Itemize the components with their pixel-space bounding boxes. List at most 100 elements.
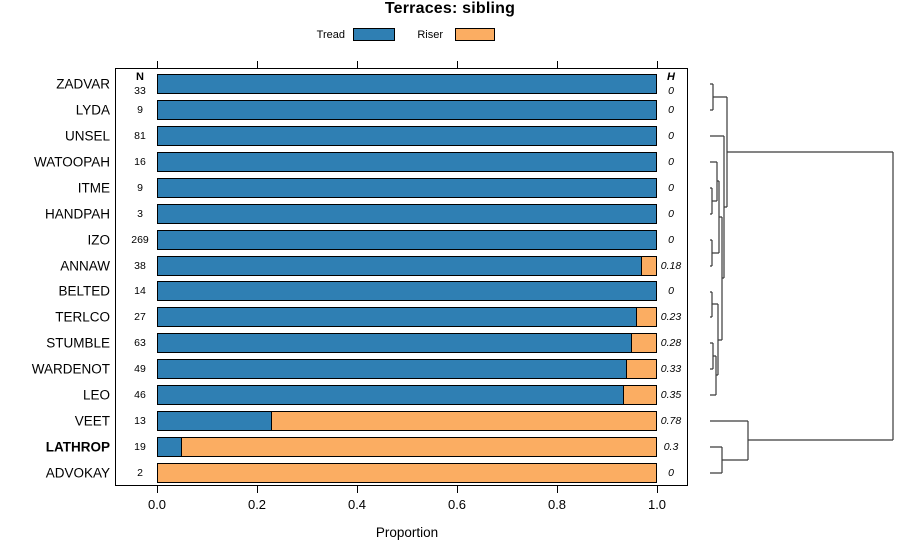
row-n-value: 27 <box>134 311 146 324</box>
row-n-value: 19 <box>134 441 146 454</box>
row-h-value: 0 <box>668 207 674 220</box>
n-column-header: N <box>136 71 144 83</box>
row-n-value: 9 <box>137 181 143 194</box>
row-h-value: 0.23 <box>660 311 682 324</box>
x-axis-tick-bottom <box>157 486 158 493</box>
row-h-value: 0 <box>668 466 674 479</box>
x-axis-tick-top <box>557 61 558 68</box>
row-label: ZADVAR <box>56 76 110 92</box>
row-n-value: 49 <box>134 363 146 376</box>
x-axis-tick-top <box>657 61 658 68</box>
row-n-value: 46 <box>134 389 146 402</box>
row-h-value: 0.28 <box>660 337 682 350</box>
bar-tread-segment <box>157 177 657 198</box>
row-h-value: 0 <box>668 233 674 246</box>
bar-tread-segment <box>157 255 642 276</box>
bar-riser-segment <box>625 359 657 380</box>
bar-riser-segment <box>180 437 657 458</box>
bar-riser-segment <box>640 255 657 276</box>
x-axis-tick-label: 0.0 <box>147 497 167 512</box>
x-axis-tick-label: 0.4 <box>347 497 367 512</box>
x-axis-tick-bottom <box>357 486 358 493</box>
dendrogram-branches <box>710 83 894 474</box>
legend-swatch-tread-icon <box>353 28 395 41</box>
row-h-value: 0 <box>668 155 674 168</box>
row-label: TERLCO <box>55 309 110 325</box>
bar-tread-segment <box>157 151 657 172</box>
plot-panel-border <box>115 68 688 486</box>
row-n-value: 269 <box>131 233 149 246</box>
x-axis-tick-bottom <box>657 486 658 493</box>
row-label: WATOOPAH <box>33 154 110 170</box>
row-h-value: 0.35 <box>660 389 682 402</box>
row-n-value: 14 <box>134 285 146 298</box>
bar-tread-segment <box>157 359 627 380</box>
bar-tread-segment <box>157 307 637 328</box>
bar-riser-segment <box>635 307 657 328</box>
bar-tread-segment <box>157 411 272 432</box>
x-axis-tick-label: 0.8 <box>547 497 567 512</box>
bar-tread-segment <box>157 229 657 250</box>
row-n-value: 3 <box>137 207 143 220</box>
legend-swatch-riser-icon <box>455 28 495 41</box>
x-axis-tick-label: 0.2 <box>247 497 267 512</box>
row-label: LATHROP <box>45 439 110 455</box>
bar-tread-segment <box>157 99 657 120</box>
row-h-value: 0 <box>668 181 674 194</box>
bar-tread-segment <box>157 125 657 146</box>
row-h-value: 0 <box>668 129 674 142</box>
row-n-value: 38 <box>134 259 146 272</box>
row-label: ITME <box>77 180 110 196</box>
row-label: LYDA <box>75 102 110 118</box>
row-label: ANNAW <box>60 258 110 273</box>
row-h-value: 0.33 <box>660 363 682 376</box>
x-axis-tick-label: 0.6 <box>447 497 467 512</box>
x-axis-title: Proportion <box>375 525 439 540</box>
x-axis-tick-top <box>157 61 158 68</box>
row-n-value: 33 <box>134 85 146 97</box>
row-h-value: 0.18 <box>660 259 682 272</box>
row-label: LEO <box>82 387 110 403</box>
legend-label-tread: Tread <box>316 29 345 41</box>
row-n-value: 81 <box>134 129 146 142</box>
row-label: ADVOKAY <box>45 465 110 481</box>
row-label: BELTED <box>58 283 110 299</box>
bar-tread-segment <box>157 74 657 94</box>
row-n-value: 9 <box>137 103 143 116</box>
x-axis-tick-bottom <box>257 486 258 493</box>
row-n-value: 2 <box>137 466 143 479</box>
row-h-value: 0 <box>668 103 674 116</box>
row-h-value: 0.78 <box>660 415 682 428</box>
x-axis-tick-top <box>257 61 258 68</box>
bar-tread-segment <box>157 437 182 458</box>
row-label: VEET <box>74 413 110 429</box>
bar-tread-segment <box>157 281 657 302</box>
bar-riser-segment <box>270 411 657 432</box>
legend-label-riser: Riser <box>417 29 443 41</box>
bar-riser-segment <box>630 333 657 354</box>
row-h-value: 0 <box>668 285 674 298</box>
x-axis-tick-bottom <box>557 486 558 493</box>
chart-title: Terraces: sibling <box>384 0 516 17</box>
bar-tread-segment <box>157 333 632 354</box>
x-axis-tick-top <box>357 61 358 68</box>
bar-riser-segment <box>623 385 657 406</box>
x-axis-tick-label: 1.0 <box>647 497 667 512</box>
bar-tread-segment <box>157 385 625 406</box>
row-n-value: 63 <box>134 337 146 350</box>
row-h-value: 0.3 <box>663 441 679 454</box>
row-label: STUMBLE <box>46 335 110 351</box>
row-label: UNSEL <box>64 128 110 144</box>
row-label: IZO <box>87 232 111 248</box>
bar-tread-segment <box>157 203 657 224</box>
x-axis-tick-bottom <box>457 486 458 493</box>
row-label: HANDPAH <box>44 206 110 222</box>
row-h-value: 0 <box>668 85 674 97</box>
row-n-value: 16 <box>134 155 146 168</box>
x-axis-tick-top <box>457 61 458 68</box>
bar-riser-segment <box>157 462 657 483</box>
row-label: WARDENOT <box>31 361 110 377</box>
h-column-header: H <box>667 71 675 83</box>
row-n-value: 13 <box>134 415 146 428</box>
